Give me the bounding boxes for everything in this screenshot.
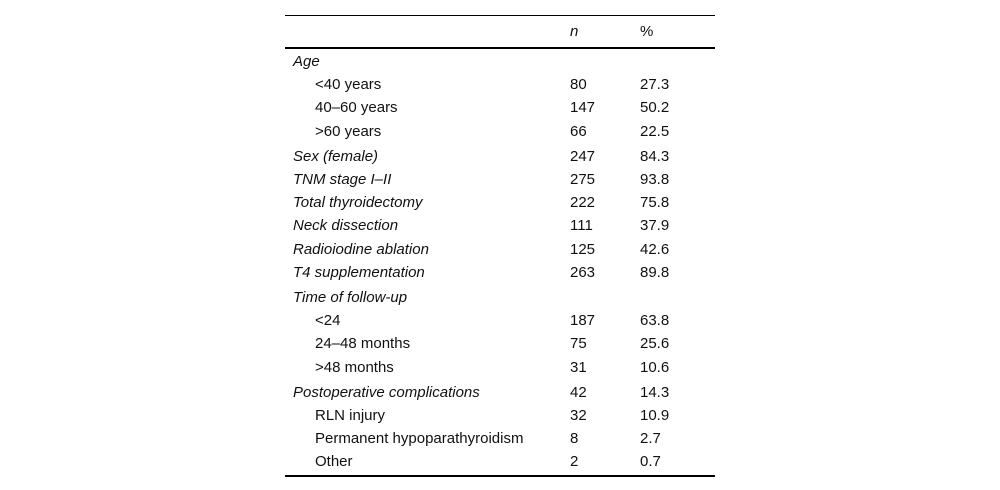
row-label: T4 supplementation (293, 263, 425, 281)
row-n-value: 66 (570, 122, 587, 140)
row-label: >48 months (315, 358, 394, 376)
row-percent-value: 25.6 (640, 335, 670, 353)
row-percent-value: 84.3 (640, 147, 670, 165)
row-n-value: 247 (570, 147, 596, 165)
table-row-t4-supplementation: T4 supplementation 263 89.8 (285, 261, 715, 284)
row-percent-value: 42.6 (640, 240, 670, 258)
row-label: 40–60 years (315, 99, 398, 117)
row-n-value: 80 (570, 76, 587, 94)
row-percent-value: 2.7 (640, 430, 661, 448)
row-label: TNM stage I–II (293, 171, 392, 189)
row-percent-value: 93.8 (640, 171, 670, 189)
row-label: Age (293, 53, 320, 71)
table-row-age-40-60: 40–60 years 147 50.2 (285, 96, 715, 119)
row-label: <40 years (315, 76, 382, 94)
row-n-value: 147 (570, 99, 596, 117)
row-label: Permanent hypoparathyroidism (315, 430, 524, 448)
row-n-value: 8 (570, 430, 579, 448)
row-n-value: 187 (570, 312, 596, 330)
row-percent-value: 10.6 (640, 358, 670, 376)
row-n-value: 32 (570, 406, 587, 424)
row-percent-value: 63.8 (640, 312, 670, 330)
table-row-follow-up-24-48: 24–48 months 75 25.6 (285, 332, 715, 355)
table-row-follow-up-lt24: <24 187 63.8 (285, 309, 715, 332)
table-row-rln-injury: RLN injury 32 10.9 (285, 404, 715, 427)
patient-characteristics-table: n % Age <40 years 80 27.3 40–60 years 14… (285, 15, 715, 478)
table-row-follow-up: Time of follow-up (285, 286, 715, 309)
table-body: Age <40 years 80 27.3 40–60 years 147 50… (285, 49, 715, 475)
table-header-row: n % (285, 16, 715, 49)
table-row-tnm-stage: TNM stage I–II 275 93.8 (285, 168, 715, 191)
row-percent-value: 75.8 (640, 194, 670, 212)
row-n-value: 275 (570, 171, 596, 189)
row-n-value: 31 (570, 358, 587, 376)
row-label: Neck dissection (293, 217, 399, 235)
row-label: Total thyroidectomy (293, 194, 423, 212)
table-row-sex: Sex (female) 247 84.3 (285, 145, 715, 168)
table-row-radioiodine-ablation: Radioiodine ablation 125 42.6 (285, 238, 715, 261)
table-row-neck-dissection: Neck dissection 111 37.9 (285, 214, 715, 237)
row-label: Postoperative complications (293, 383, 480, 401)
row-label: >60 years (315, 122, 382, 140)
row-n-value: 222 (570, 194, 596, 212)
table-row-other: Other 2 0.7 (285, 450, 715, 473)
row-percent-value: 37.9 (640, 217, 670, 235)
row-n-value: 111 (570, 217, 593, 235)
header-n-column: n (570, 23, 579, 40)
row-n-value: 42 (570, 383, 587, 401)
row-n-value: 125 (570, 240, 596, 258)
row-n-value: 2 (570, 453, 579, 471)
row-label: Time of follow-up (293, 288, 408, 306)
table-row-age-lt40: <40 years 80 27.3 (285, 73, 715, 96)
header-percent-column: % (640, 23, 654, 40)
row-percent-value: 89.8 (640, 263, 670, 281)
row-percent-value: 14.3 (640, 383, 670, 401)
row-n-value: 263 (570, 263, 596, 281)
row-n-value: 75 (570, 335, 587, 353)
table-row-postoperative-complications: Postoperative complications 42 14.3 (285, 381, 715, 404)
row-label: <24 (315, 312, 341, 330)
row-label: 24–48 months (315, 335, 411, 353)
table-row-follow-up-gt48: >48 months 31 10.6 (285, 355, 715, 378)
table-row-age-gt60: >60 years 66 22.5 (285, 120, 715, 143)
row-label: Sex (female) (293, 147, 379, 165)
row-percent-value: 10.9 (640, 406, 670, 424)
row-label: RLN injury (315, 406, 386, 424)
table-row-age: Age (285, 50, 715, 73)
row-label: Other (315, 453, 353, 471)
row-percent-value: 27.3 (640, 76, 670, 94)
table-row-total-thyroidectomy: Total thyroidectomy 222 75.8 (285, 191, 715, 214)
table-row-permanent-hypoparathyroidism: Permanent hypoparathyroidism 8 2.7 (285, 427, 715, 450)
row-percent-value: 0.7 (640, 453, 661, 471)
row-percent-value: 22.5 (640, 122, 670, 140)
row-label: Radioiodine ablation (293, 240, 429, 258)
row-percent-value: 50.2 (640, 99, 670, 117)
